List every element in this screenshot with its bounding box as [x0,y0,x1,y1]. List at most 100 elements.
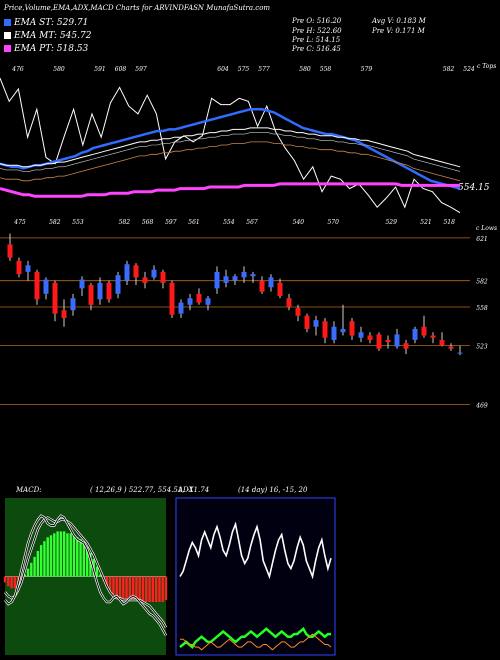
macd-histogram-bar [46,537,49,577]
price-axis-label: 469 [475,403,488,410]
top-tick-label: 582 [443,66,455,73]
candle-body [331,326,337,340]
top-tick-label: 580 [53,66,65,73]
macd-histogram-bar [3,576,7,583]
candle-body [232,276,238,281]
bottom-tick-label: 521 [420,219,431,226]
candle-body [97,282,103,300]
macd-histogram-bar [151,576,155,603]
adx-title: ADX [178,486,194,494]
top-tick-label: 579 [361,66,373,73]
macd-histogram-bar [112,576,115,595]
legend-swatch-st [4,19,11,26]
macd-histogram-bar [72,535,76,577]
top-tick-label: 577 [258,66,270,73]
ema-line-ema-pt [0,182,460,198]
bottom-tick-label: 553 [72,219,84,226]
macd-histogram-bar [99,574,102,577]
candle-body [439,339,445,346]
macd-histogram-bar [36,550,40,577]
bottom-tick-label: 570 [327,219,339,226]
macd-line [4,515,167,636]
bottom-tick-label: 475 [13,219,26,226]
macd-histogram-bar [79,539,82,577]
candle-body [160,271,166,283]
candle-body [394,334,400,347]
candle-body [115,275,121,294]
macd-histogram-bar [122,576,125,601]
top-tick-label: 608 [115,66,127,73]
candle-body [358,332,364,338]
stat-prev-high: Pre H: 522.60 [292,27,342,35]
macd-histogram-bar [49,535,53,577]
candle-body [25,265,31,272]
ema-price-label: 554.15 [458,183,490,193]
macd-histogram-bar [82,543,86,577]
candle-body [124,264,130,281]
candle-body [304,315,310,329]
bottom-tick-label: 561 [188,219,199,226]
price-axis-label: 558 [476,305,488,312]
legend-ema-mt: EMA MT: 545.72 [4,31,91,41]
candle-body [412,328,418,340]
candle-body [385,339,391,343]
top-tick-label: 558 [320,66,332,73]
top-tick-label: 476 [11,66,24,73]
bottom-tick-label: 529 [385,219,397,226]
legend-ema-pt: EMA PT: 518.53 [4,44,88,54]
macd-histogram-bar [76,537,79,577]
candle-body [268,277,274,288]
macd-histogram-bar [59,531,63,577]
macd-histogram-bar [135,576,138,601]
candle-body [322,321,328,338]
candle-body [421,326,427,336]
macd-histogram-bar [141,576,145,603]
candle-body [259,280,265,292]
candle-body [277,282,283,297]
stat-avg-volume: Avg V: 0.183 M [372,17,426,25]
stat-prev-close: Pre C: 516.45 [292,45,341,53]
candle-body [133,265,139,278]
candle-body [250,274,256,277]
legend-ema-st-label: EMA ST: 529.71 [14,18,89,28]
price-axis-label: 621 [476,236,487,243]
bottom-tick-label: 567 [246,219,258,226]
macd-histogram-bar [66,533,69,577]
macd-histogram-bar [115,576,118,597]
candle-body [340,328,346,333]
macd-histogram-bar [105,576,109,587]
macd-histogram-bar [108,576,112,591]
candle-body [7,244,13,258]
candle-body [106,282,112,300]
macd-histogram-bar [145,576,148,603]
macd-histogram-bar [95,566,99,577]
candle-body [187,298,193,305]
top-tick-label: 575 [238,66,250,73]
candle-body [61,310,67,318]
candle-body [52,282,58,314]
candle-panel-right-label: c Lows [476,225,498,232]
macd-histogram-bar [158,576,161,603]
top-tick-label: 597 [135,66,147,73]
legend-swatch-mt [4,32,11,39]
macd-histogram-bar [26,568,30,577]
candle-body [214,271,220,289]
macd-histogram-bar [30,562,33,577]
bottom-tick-label: 582 [119,219,131,226]
macd-histogram-bar [138,576,141,601]
macd-histogram-bar [118,576,122,599]
macd-title: MACD: [16,486,42,494]
macd-histogram-bar [10,576,13,589]
adx-minus-di-line [180,633,332,651]
page-title: Price,Volume,EMA,ADX,MACD Charts for ARV… [4,4,271,12]
stat-prev-volume: Pre V: 0.171 M [372,27,425,35]
macd-histogram-bar [128,576,132,601]
macd-histogram-bar [62,531,66,577]
candle-body [169,282,175,315]
legend-ema-mt-label: EMA MT: 545.72 [14,31,92,41]
candle-body [16,260,22,275]
ema-band-line [0,132,461,172]
bottom-tick-label: 554 [223,219,235,226]
